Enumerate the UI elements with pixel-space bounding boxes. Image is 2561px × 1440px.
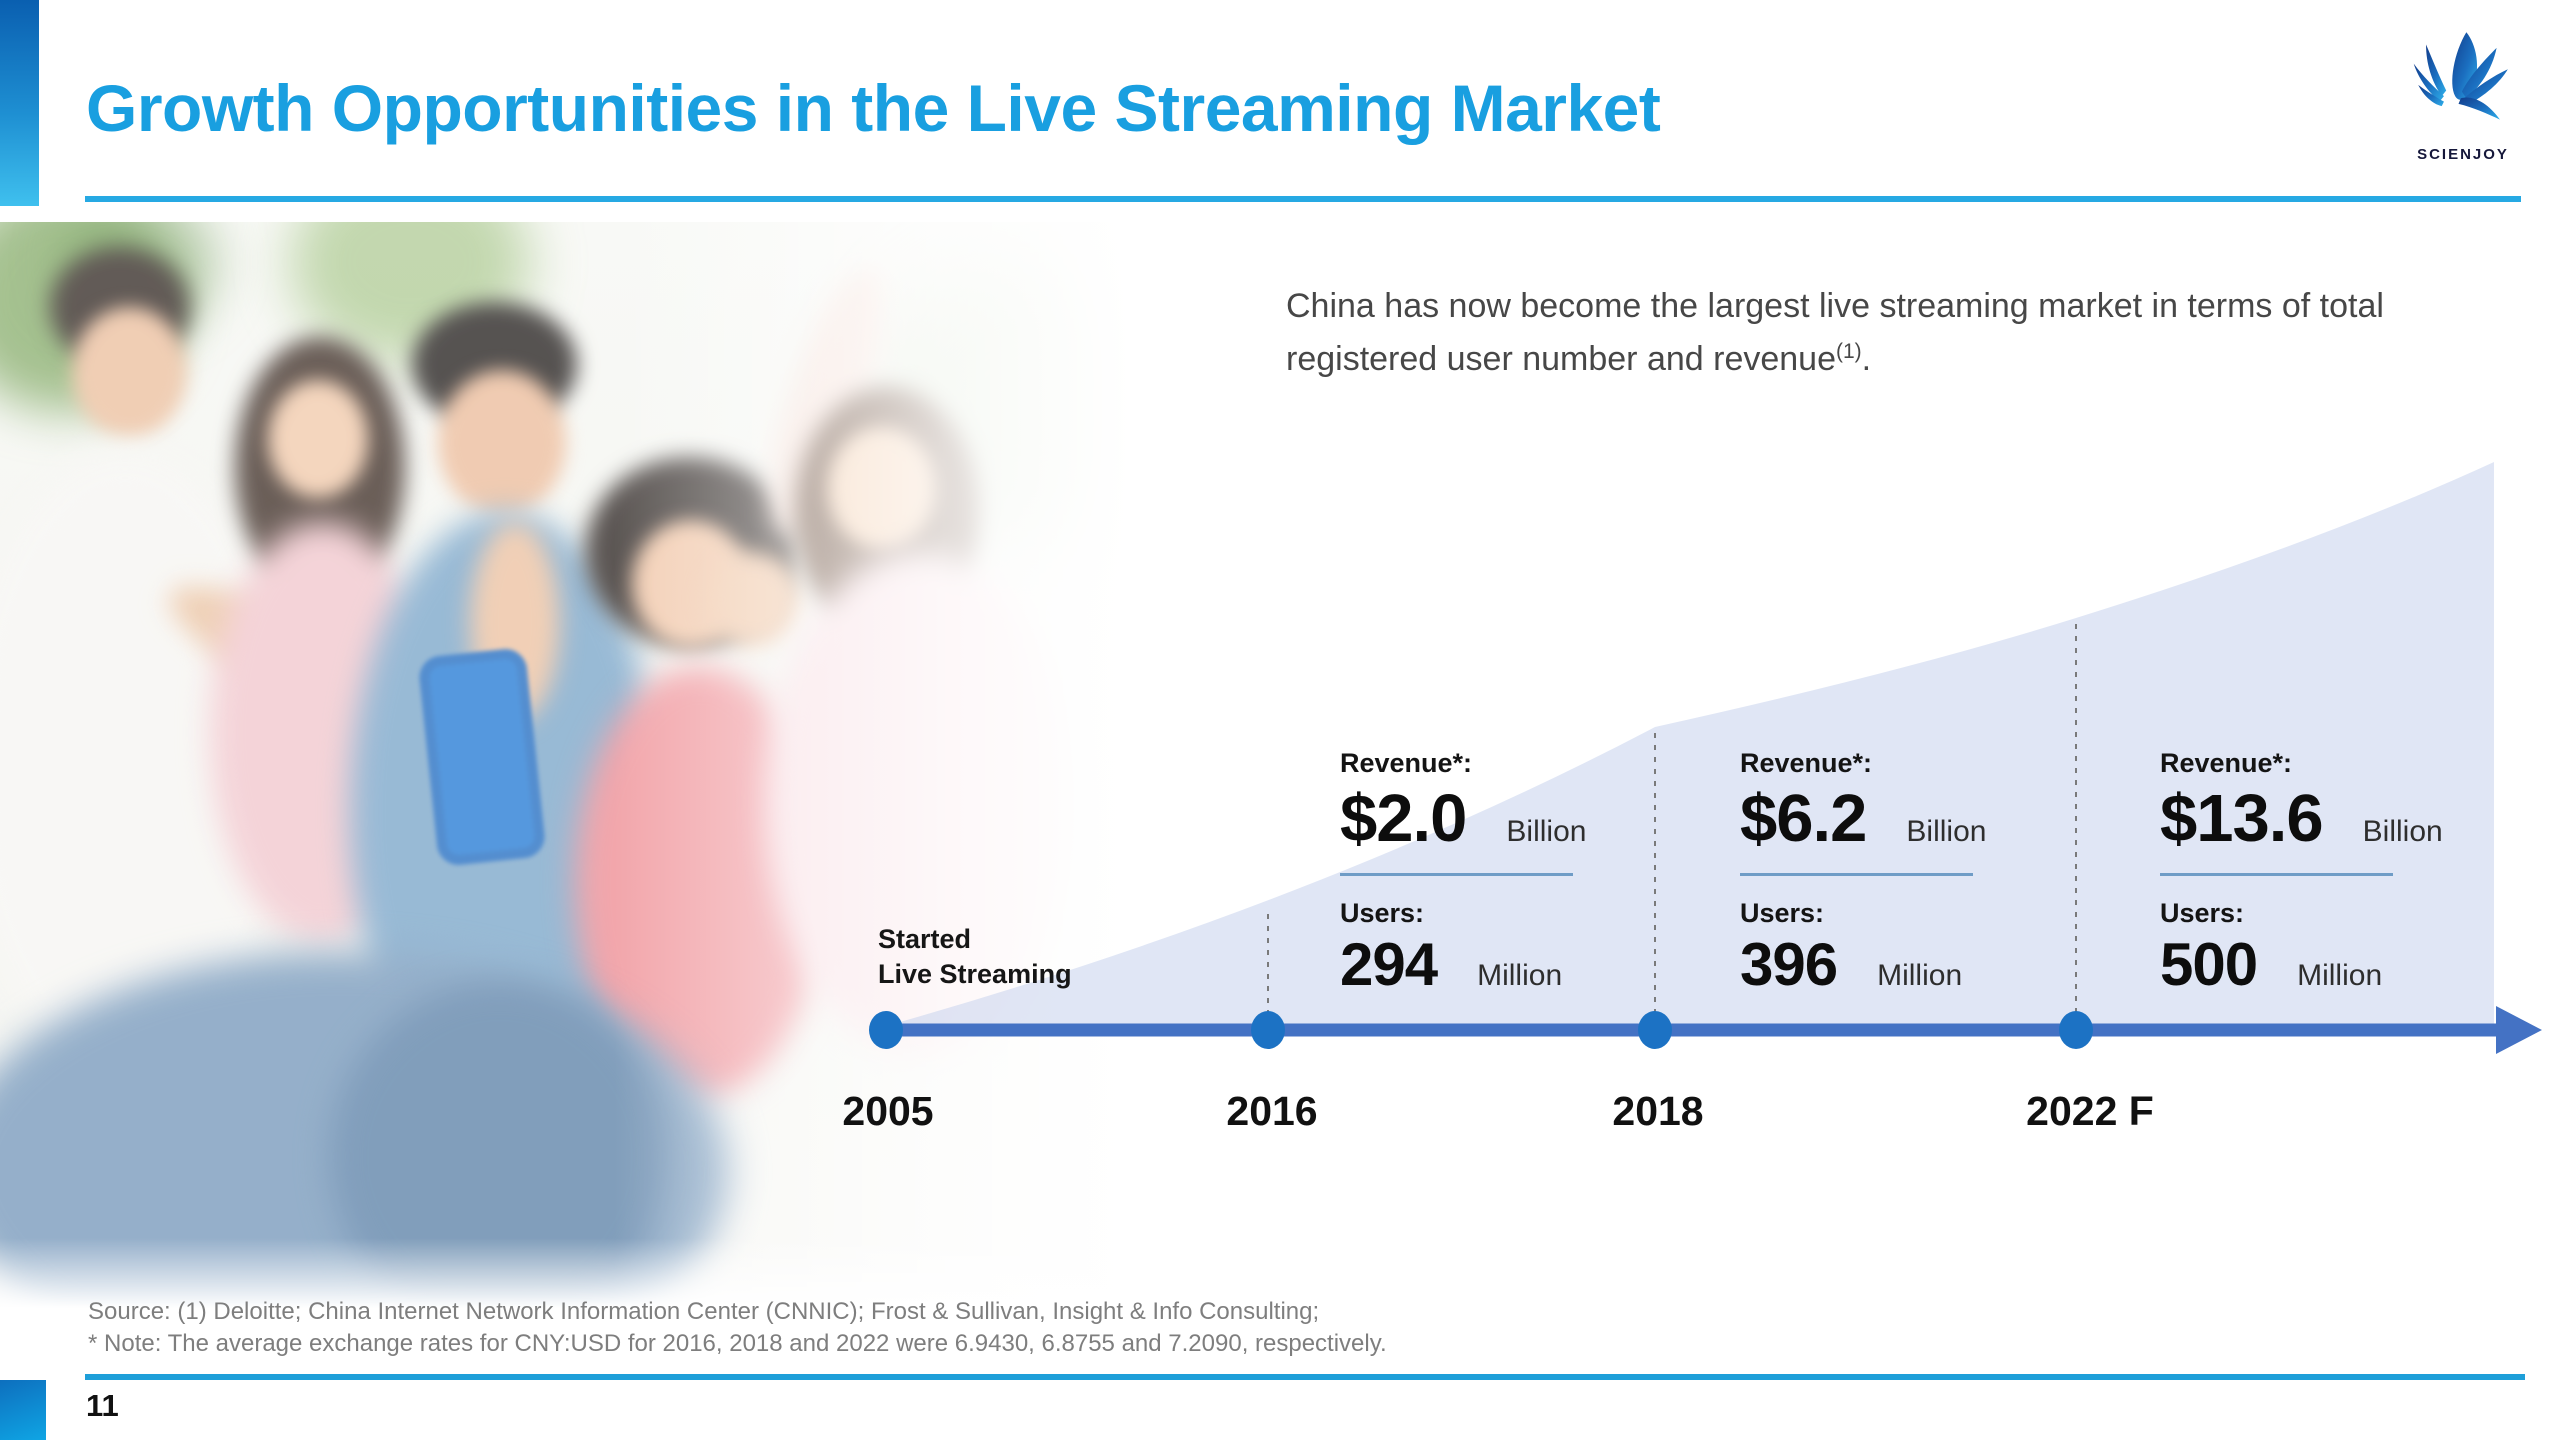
bottom-left-accent xyxy=(0,1380,46,1440)
column-divider xyxy=(1740,873,1973,876)
intro-paragraph: China has now become the largest live st… xyxy=(1286,284,2546,382)
revenue-unit: Billion xyxy=(2362,815,2443,848)
note-text: * Note: The average exchange rates for C… xyxy=(88,1330,1387,1357)
column-divider xyxy=(1340,873,1573,876)
scienjoy-logo-text: SCIENJOY xyxy=(2417,146,2509,163)
intro-line-1: China has now become the largest live st… xyxy=(1286,287,2384,325)
column-divider xyxy=(2160,873,2393,876)
milestone-column-2022: Revenue*: $13.6 Billion Users: 500 Milli… xyxy=(2160,748,2561,997)
revenue-label: Revenue*: xyxy=(1740,748,1873,778)
year-label-2016: 2016 xyxy=(1226,1088,1318,1134)
year-label-2022: 2022 F xyxy=(2026,1088,2154,1134)
source-text: Source: (1) Deloitte; China Internet Net… xyxy=(88,1298,1320,1325)
timeline-arrow-icon xyxy=(2496,1006,2542,1054)
started-label-line1: Started xyxy=(878,924,972,954)
hero-photo xyxy=(0,222,1180,1308)
revenue-label: Revenue*: xyxy=(2160,748,2293,778)
milestone-column-2018: Revenue*: $6.2 Billion Users: 396 Millio… xyxy=(1740,748,2170,997)
users-unit: Million xyxy=(2297,959,2383,992)
users-unit: Million xyxy=(1477,959,1563,992)
users-label: Users: xyxy=(2160,898,2245,928)
left-accent-bar xyxy=(0,0,39,206)
users-value: 294 xyxy=(1340,931,1438,998)
started-label: Started Live Streaming xyxy=(878,922,1072,992)
page-number: 11 xyxy=(86,1388,119,1423)
users-label: Users: xyxy=(1340,898,1425,928)
year-label-2018: 2018 xyxy=(1612,1088,1704,1134)
photo-fade-bottom xyxy=(0,1238,1180,1308)
revenue-value: $6.2 xyxy=(1740,781,1867,856)
page-title: Growth Opportunities in the Live Streami… xyxy=(86,71,1661,145)
revenue-unit: Billion xyxy=(1906,815,1987,848)
users-label: Users: xyxy=(1740,898,1825,928)
intro-footnote-ref: (1) xyxy=(1836,340,1862,363)
intro-period: . xyxy=(1861,340,1872,378)
intro-line-2: registered user number and revenue xyxy=(1286,340,1836,378)
year-label-2005: 2005 xyxy=(842,1088,934,1134)
users-unit: Million xyxy=(1877,959,1963,992)
timeline-dot-2016 xyxy=(1251,1011,1285,1049)
title-rule xyxy=(85,196,2521,202)
area-shape xyxy=(886,462,2494,1026)
milestone-column-2016: Revenue*: $2.0 Billion Users: 294 Millio… xyxy=(1340,748,1770,997)
revenue-value: $2.0 xyxy=(1340,781,1467,856)
revenue-value: $13.6 xyxy=(2160,781,2324,856)
scienjoy-logo: SCIENJOY xyxy=(2404,28,2522,163)
revenue-unit: Billion xyxy=(1506,815,1587,848)
timeline-dot-2022 xyxy=(2059,1011,2093,1049)
users-value: 396 xyxy=(1740,931,1838,998)
started-label-line2: Live Streaming xyxy=(878,959,1072,989)
photo-fade-right xyxy=(0,222,1180,1308)
revenue-label: Revenue*: xyxy=(1340,748,1473,778)
users-value: 500 xyxy=(2160,931,2258,998)
timeline-dot-2018 xyxy=(1638,1011,1672,1049)
timeline-dot-2005 xyxy=(869,1011,903,1049)
scienjoy-logo-icon xyxy=(2413,32,2508,120)
footer-rule xyxy=(85,1374,2525,1380)
